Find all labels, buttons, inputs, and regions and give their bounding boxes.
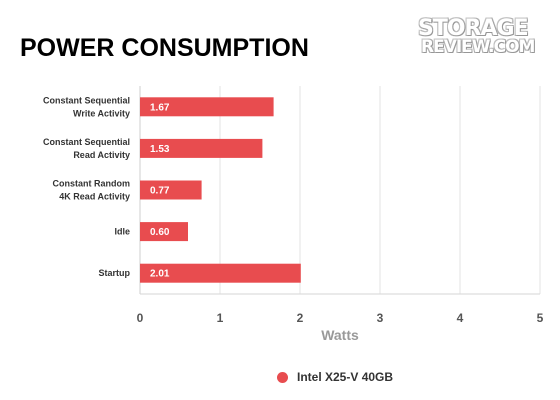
- logo-line-2: REVIEW.COM: [421, 37, 535, 57]
- legend-marker: [277, 371, 288, 383]
- category-label: Idle: [114, 227, 130, 237]
- bar: [140, 263, 301, 283]
- x-tick-label: 5: [537, 311, 544, 325]
- bars: 1.67 1.53 0.77 0.60 2.01: [140, 97, 301, 283]
- x-tick-label: 2: [297, 311, 304, 325]
- category-label: Startup: [99, 268, 131, 278]
- category-label: 4K Read Activity: [59, 192, 130, 202]
- bar-value-label: 1.53: [150, 144, 170, 155]
- chart-title: POWER CONSUMPTION: [20, 34, 309, 62]
- x-tick-label: 1: [217, 311, 224, 325]
- x-tick-labels: 0 1 2 3 4 5: [137, 311, 544, 325]
- category-label: Read Activity: [73, 150, 130, 160]
- bar: [140, 180, 202, 200]
- storagereview-logo: STORAGE REVIEW.COM: [418, 18, 548, 78]
- legend-label: Intel X25-V 40GB: [297, 370, 394, 384]
- bar: [140, 222, 188, 242]
- category-labels: Constant Sequential Write Activity Constan…: [43, 95, 131, 278]
- legend: Intel X25-V 40GB: [277, 370, 393, 384]
- x-tick-label: 0: [137, 311, 144, 325]
- x-tick-label: 4: [457, 311, 464, 325]
- logo-line-1: STORAGE: [418, 16, 529, 41]
- bar: [140, 138, 263, 158]
- bar: [140, 97, 274, 117]
- bar-value-label: 0.77: [150, 186, 170, 197]
- category-label: Constant Random: [53, 179, 131, 189]
- grid-lines: [139, 86, 541, 295]
- x-tick-label: 3: [377, 311, 384, 325]
- bar-value-label: 0.60: [150, 227, 170, 238]
- bar-value-label: 2.01: [150, 269, 170, 280]
- category-label: Write Activity: [73, 108, 130, 118]
- category-label: Constant Sequential: [43, 137, 130, 147]
- category-label: Constant Sequential: [43, 95, 130, 105]
- bar-value-label: 1.67: [150, 102, 170, 113]
- x-axis-label: Watts: [321, 327, 359, 343]
